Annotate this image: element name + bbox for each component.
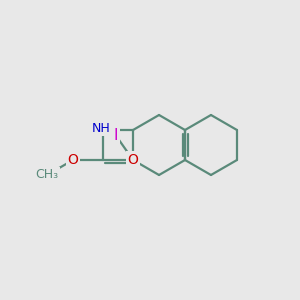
Text: CH₃: CH₃ bbox=[35, 169, 58, 182]
Text: O: O bbox=[68, 153, 79, 167]
Text: NH: NH bbox=[92, 122, 110, 134]
Text: O: O bbox=[128, 153, 139, 167]
Text: I: I bbox=[114, 128, 118, 143]
